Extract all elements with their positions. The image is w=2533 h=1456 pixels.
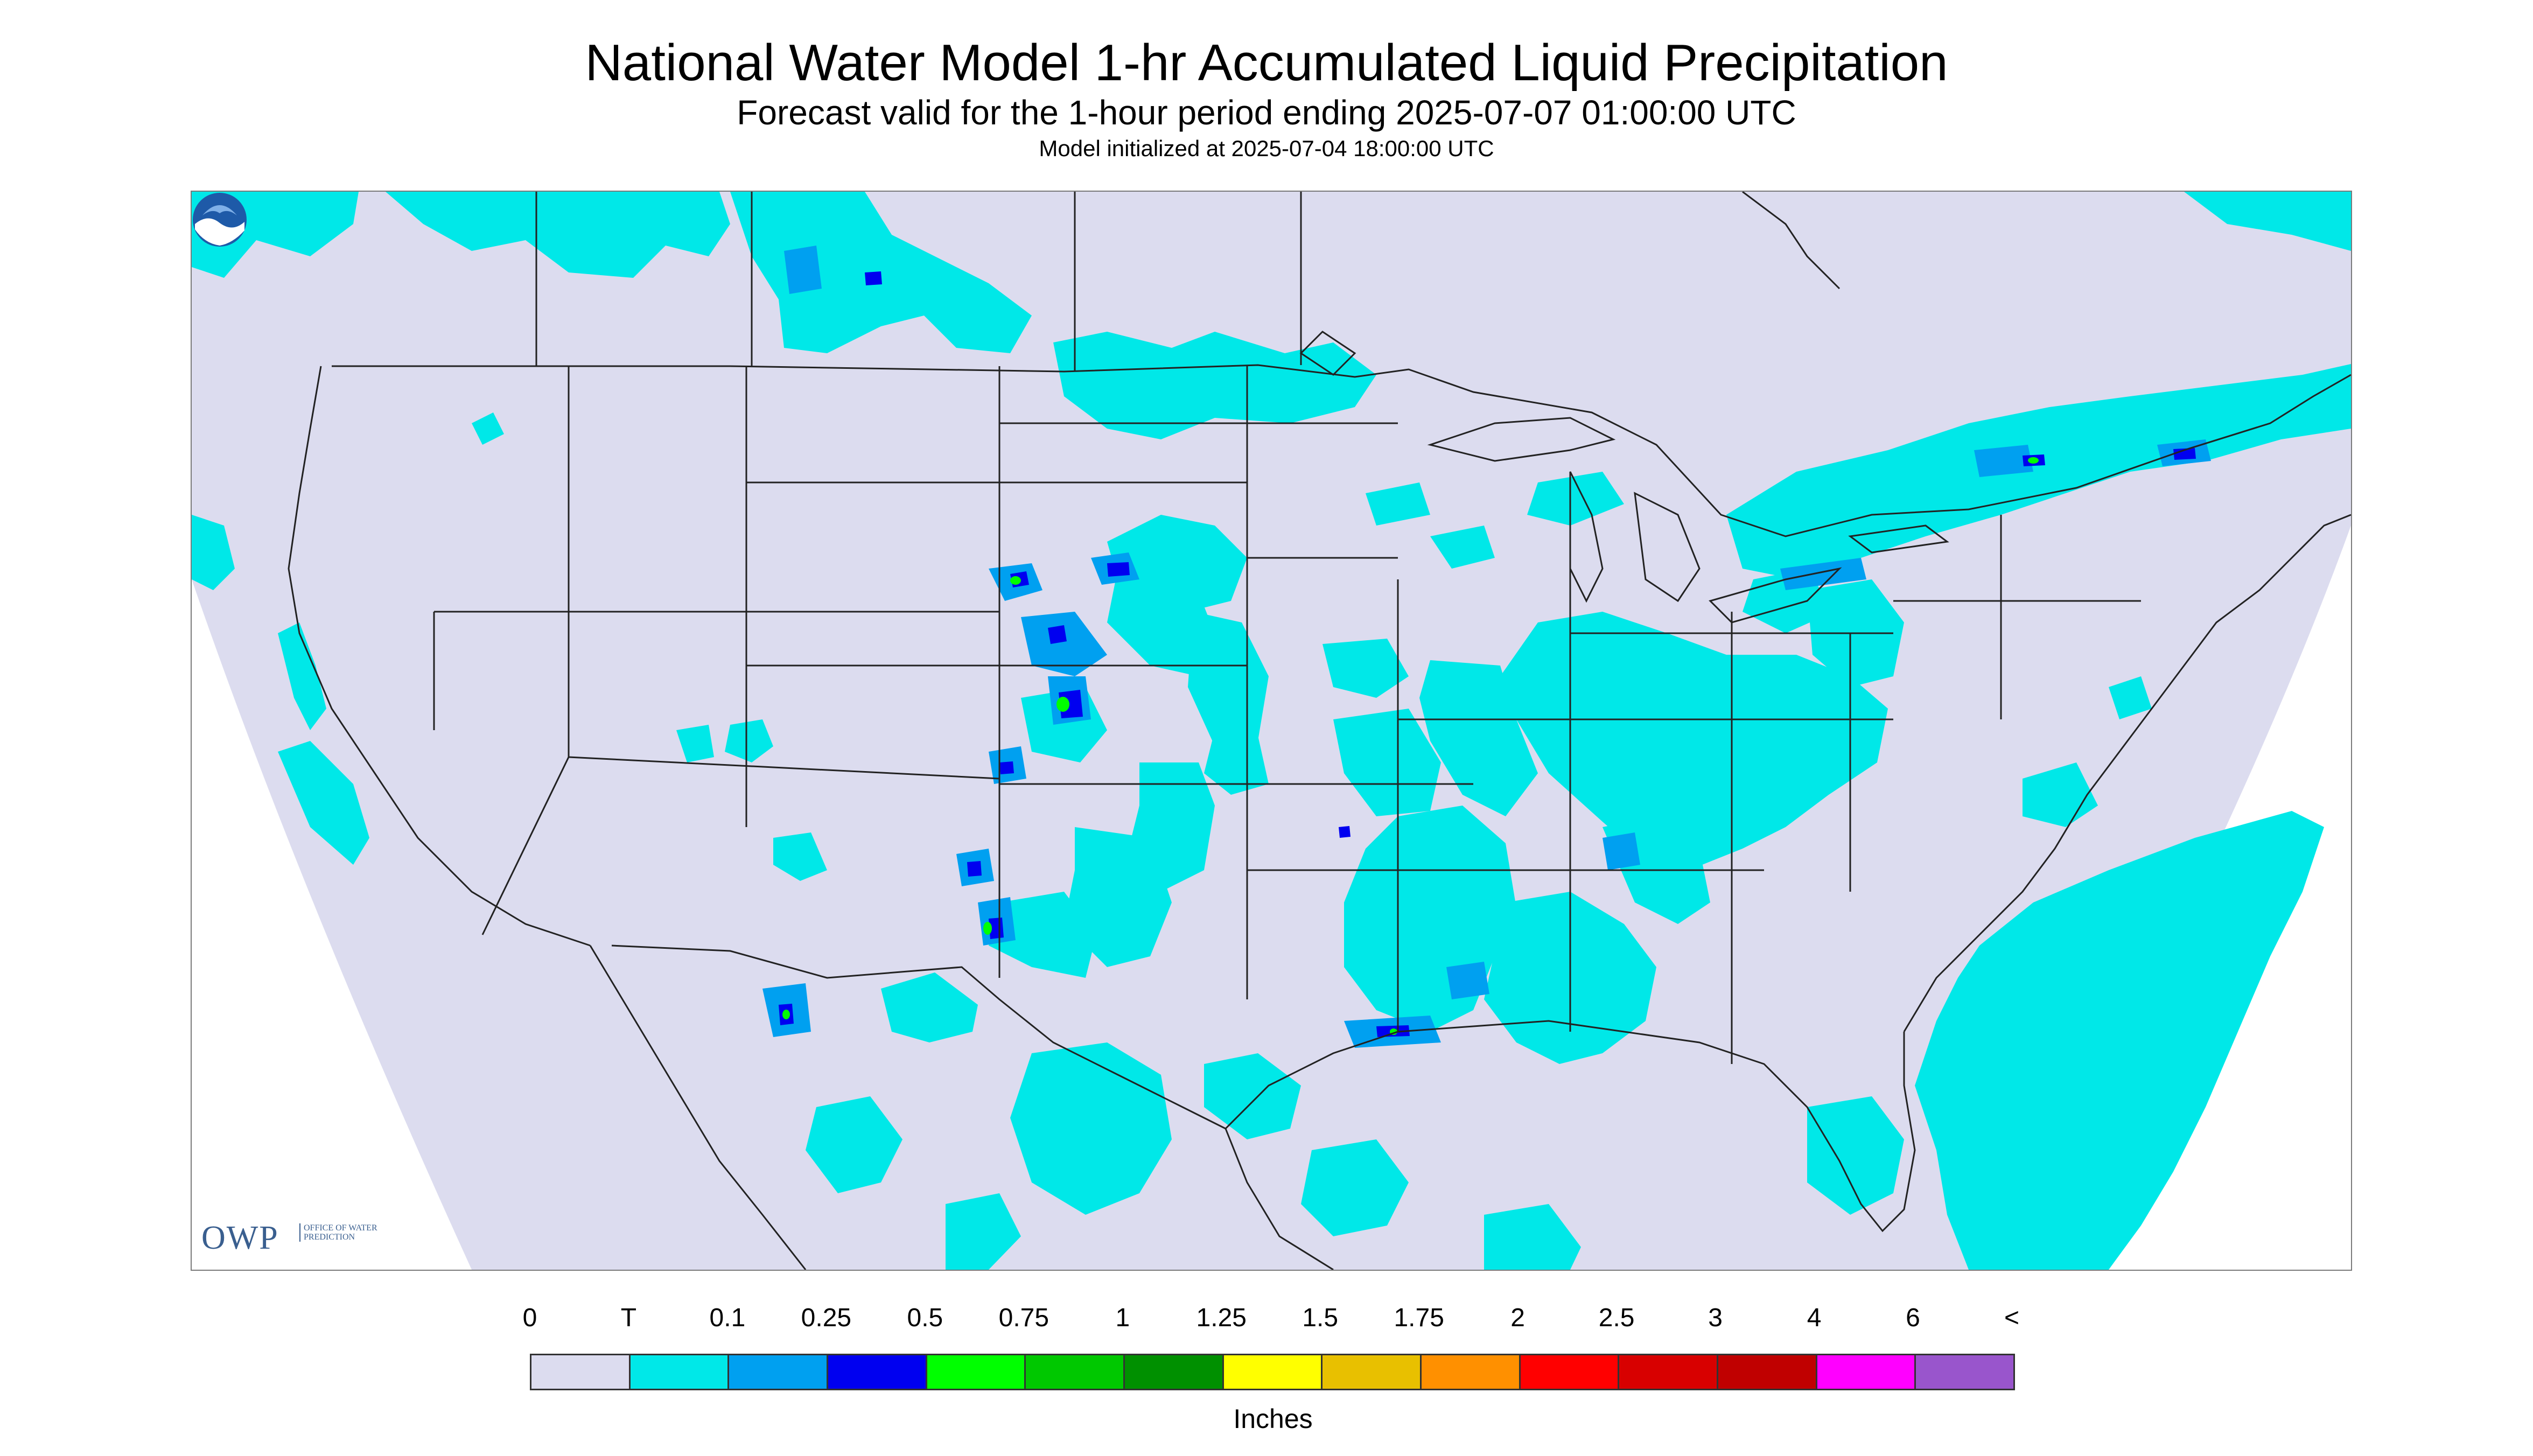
legend-swatch [1422, 1355, 1521, 1389]
map-subtitle: Forecast valid for the 1-hour period end… [737, 93, 1796, 132]
owp-logo-subtext: OFFICE OF WATER PREDICTION [299, 1223, 379, 1242]
legend-swatch [1125, 1355, 1224, 1389]
legend-label: 1.75 [1394, 1304, 1444, 1332]
noaa-logo [193, 193, 247, 247]
legend-swatch [729, 1355, 829, 1389]
color-legend: 0 T 0.1 0.25 0.5 0.75 1 1.25 1.5 1.75 2 2.5 3 4 6 < Inc… [523, 1303, 2020, 1434]
map-title: National Water Model 1-hr Accumulated Li… [585, 34, 1948, 92]
legend-swatch [1916, 1355, 2014, 1389]
legend-swatch [1026, 1355, 1125, 1389]
legend-swatch [1619, 1355, 1719, 1389]
legend-label: 0.5 [907, 1304, 943, 1332]
precipitation-map: OWP OFFICE OF WATER PREDICTION [191, 191, 2352, 1271]
legend-swatch [1817, 1355, 1916, 1389]
legend-label: 2.5 [1598, 1304, 1635, 1332]
legend-color-bar [530, 1354, 2015, 1390]
legend-swatch [1223, 1355, 1323, 1389]
legend-label: 4 [1807, 1304, 1822, 1332]
legend-swatch [828, 1355, 927, 1389]
legend-label: 1.25 [1196, 1304, 1247, 1332]
legend-label: < [2004, 1304, 2020, 1332]
legend-label: 0.25 [801, 1304, 852, 1332]
legend-swatch [1520, 1355, 1620, 1389]
model-domain [192, 192, 2351, 1270]
legend-swatch [1718, 1355, 1817, 1389]
legend-label: 1 [1115, 1304, 1130, 1332]
precip-moderate-areas [779, 271, 2196, 1037]
precip-heavy-areas [782, 457, 2039, 1035]
owp-logo-text: OWP [201, 1220, 279, 1256]
legend-label: 3 [1708, 1304, 1723, 1332]
map-canvas [192, 192, 2351, 1270]
legend-swatch [927, 1355, 1026, 1389]
legend-swatch [531, 1355, 631, 1389]
boundary-lines [288, 192, 2351, 1270]
legend-label: 0.75 [998, 1304, 1049, 1332]
precip-trace-areas [192, 192, 2351, 1270]
legend-label: 0.1 [709, 1304, 746, 1332]
legend-label: 0 [522, 1304, 537, 1332]
owp-logo: OWP OFFICE OF WATER PREDICTION [201, 1219, 377, 1262]
legend-label: 6 [1906, 1304, 1920, 1332]
legend-units: Inches [1233, 1404, 1313, 1434]
model-init-text: Model initialized at 2025-07-04 18:00:00… [1039, 136, 1494, 161]
legend-swatch [1323, 1355, 1422, 1389]
legend-swatch [630, 1355, 730, 1389]
legend-label: 2 [1510, 1304, 1526, 1332]
legend-label: T [620, 1304, 637, 1332]
legend-label: 1.5 [1302, 1304, 1339, 1332]
